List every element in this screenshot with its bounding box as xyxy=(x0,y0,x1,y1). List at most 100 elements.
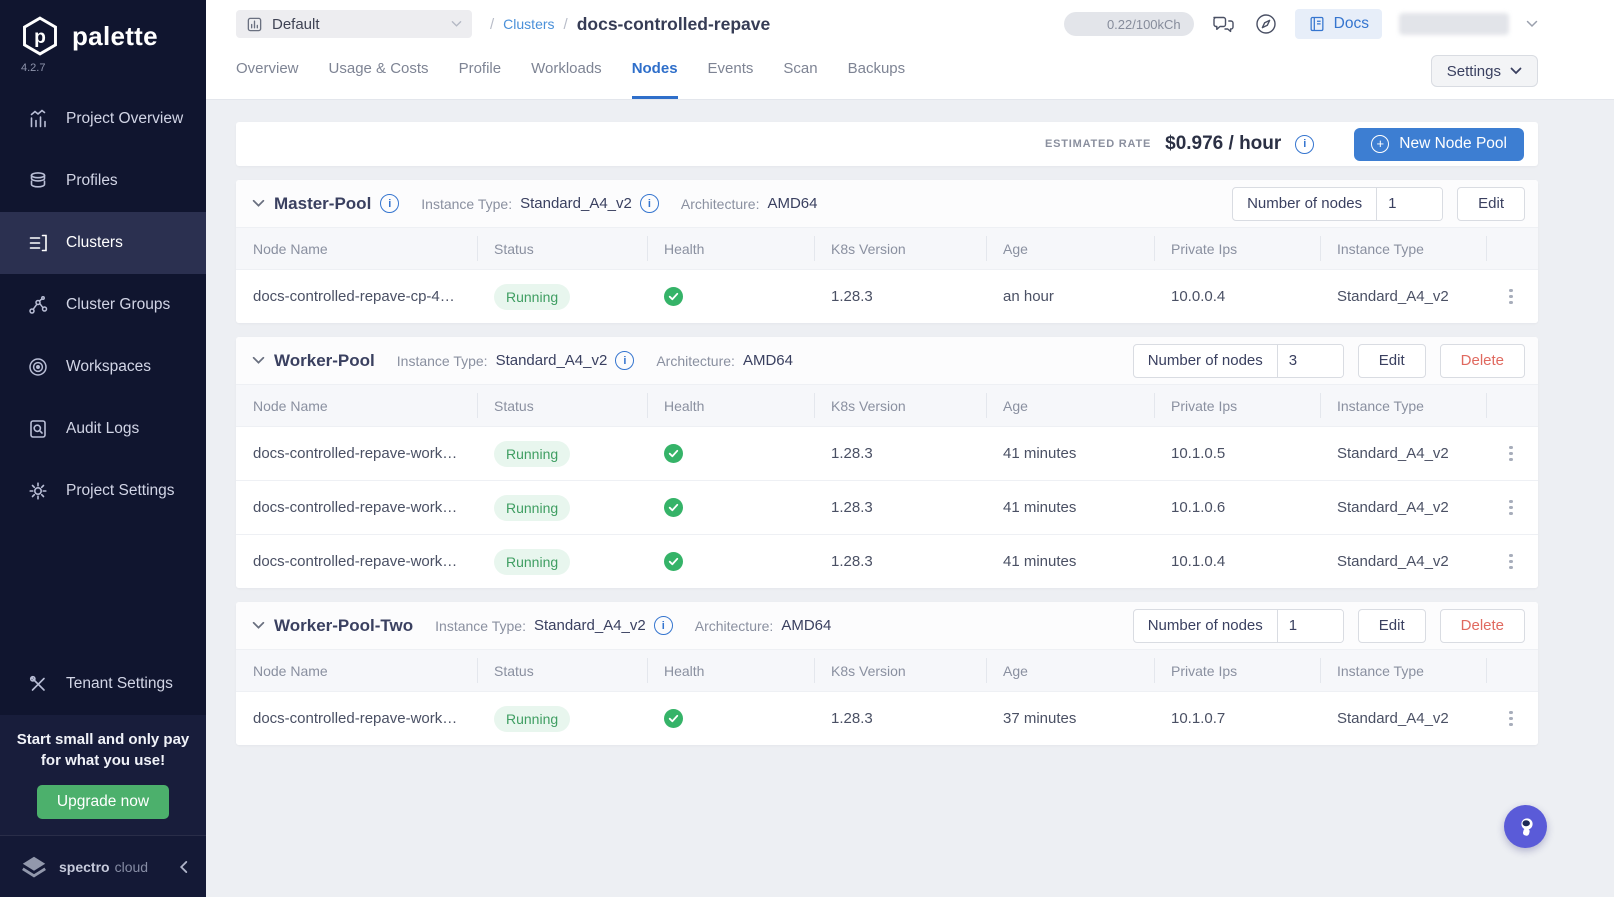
upgrade-now-button[interactable]: Upgrade now xyxy=(36,785,170,819)
number-of-nodes-input[interactable] xyxy=(1276,609,1343,642)
sidebar-item-label: Profiles xyxy=(66,172,118,189)
info-icon[interactable]: i xyxy=(615,351,635,370)
age-cell: 41 minutes xyxy=(1003,499,1077,516)
k8s-version-cell: 1.28.3 xyxy=(831,288,873,305)
info-icon[interactable]: i xyxy=(639,194,659,213)
kebab-menu-icon[interactable] xyxy=(1503,548,1519,575)
private-ip-cell: 10.1.0.5 xyxy=(1171,445,1226,462)
cluster-tabs: Overview Usage & Costs Profile Workloads… xyxy=(236,43,1538,99)
settings-button-label: Settings xyxy=(1446,62,1501,80)
age-cell: an hour xyxy=(1003,288,1054,305)
chevron-down-icon[interactable] xyxy=(1526,20,1538,28)
pools-container: Master-Pool i Instance Type: Standard_A4… xyxy=(236,180,1614,745)
audit-logs-icon xyxy=(27,418,49,440)
delete-pool-button[interactable]: Delete xyxy=(1439,343,1525,378)
tab-nodes[interactable]: Nodes xyxy=(631,43,678,99)
info-icon[interactable]: i xyxy=(653,616,673,635)
edit-pool-button[interactable]: Edit xyxy=(1457,186,1525,221)
edit-pool-button[interactable]: Edit xyxy=(1357,343,1426,378)
new-node-pool-button[interactable]: + New Node Pool xyxy=(1354,127,1524,161)
pool-header: Master-Pool i Instance Type: Standard_A4… xyxy=(236,180,1538,227)
tab-events[interactable]: Events xyxy=(707,60,754,77)
collapse-pool-chevron-icon[interactable] xyxy=(252,199,265,208)
status-cell: Running xyxy=(477,283,647,310)
cluster-settings-button[interactable]: Settings xyxy=(1430,55,1538,87)
column-header-node-name: Node Name xyxy=(253,240,328,257)
tab-workloads[interactable]: Workloads xyxy=(531,60,602,77)
k8s-version-cell: 1.28.3 xyxy=(831,499,873,516)
number-of-nodes-label: Number of nodes xyxy=(1147,617,1263,634)
breadcrumb-clusters-link[interactable]: Clusters xyxy=(503,16,555,32)
usage-counter-pill: 0.22/100kCh xyxy=(1063,12,1194,36)
sidebar-item-label: Project Overview xyxy=(66,110,184,127)
health-cell xyxy=(647,552,814,571)
sidebar-item-audit-logs[interactable]: Audit Logs xyxy=(0,398,206,460)
user-menu-blurred[interactable] xyxy=(1399,13,1509,35)
row-actions-cell xyxy=(1486,283,1538,310)
kebab-menu-icon[interactable] xyxy=(1503,440,1519,467)
node-row: docs-controlled-repave-cp-4… Running 1.2… xyxy=(236,269,1538,323)
tab-profile[interactable]: Profile xyxy=(458,60,502,77)
health-cell xyxy=(647,498,814,517)
assistant-fab-button[interactable] xyxy=(1504,805,1547,848)
project-selector[interactable]: Default xyxy=(236,10,472,38)
collapse-pool-chevron-icon[interactable] xyxy=(252,356,265,365)
node-table-rows: docs-controlled-repave-work… Running 1.2… xyxy=(236,426,1538,588)
sidebar-item-label: Tenant Settings xyxy=(66,674,173,692)
network-icon xyxy=(27,294,49,316)
column-header-k8s-version: K8s Version xyxy=(814,228,986,269)
docs-button[interactable]: Docs xyxy=(1294,9,1382,39)
health-check-icon xyxy=(664,552,683,571)
astronaut-icon xyxy=(1514,815,1538,839)
sidebar-footer: spectro cloud xyxy=(0,835,206,897)
node-table-rows: docs-controlled-repave-work… Running 1.2… xyxy=(236,691,1538,745)
kebab-menu-icon[interactable] xyxy=(1503,705,1519,732)
info-icon[interactable]: i xyxy=(1295,134,1315,154)
pool-master-pool: Master-Pool i Instance Type: Standard_A4… xyxy=(236,180,1538,323)
number-of-nodes-input[interactable] xyxy=(1276,344,1343,377)
feedback-chat-icon[interactable] xyxy=(1211,13,1237,35)
kebab-menu-icon[interactable] xyxy=(1503,494,1519,521)
nodes-content: ESTIMATED RATE $0.976 / hour i + New Nod… xyxy=(206,100,1614,745)
node-table-header: Node Name Status Health K8s Version Age Priva… xyxy=(236,227,1538,269)
sidebar-item-tenant-settings[interactable]: Tenant Settings xyxy=(0,653,206,715)
tab-overview[interactable]: Overview xyxy=(236,60,299,77)
sidebar-item-clusters[interactable]: Clusters xyxy=(0,212,206,274)
number-of-nodes-group: Number of nodes xyxy=(1132,343,1344,378)
promo-line-2: for what you use! xyxy=(40,752,166,770)
tools-icon xyxy=(27,673,49,695)
collapse-sidebar-icon[interactable] xyxy=(179,860,188,874)
pool-worker-pool-two: Worker-Pool-Two i Instance Type: Standar… xyxy=(236,602,1538,745)
info-icon[interactable]: i xyxy=(380,194,400,213)
tab-usage-costs[interactable]: Usage & Costs xyxy=(328,60,429,77)
logo-text: palette xyxy=(72,20,158,51)
sidebar-item-workspaces[interactable]: Workspaces xyxy=(0,336,206,398)
sidebar-item-project-settings[interactable]: Project Settings xyxy=(0,460,206,522)
number-of-nodes-input[interactable] xyxy=(1376,187,1443,220)
breadcrumb-separator: / xyxy=(490,15,495,33)
status-cell: Running xyxy=(477,440,647,467)
instance-type-cell: Standard_A4_v2 xyxy=(1337,288,1449,305)
collapse-pool-chevron-icon[interactable] xyxy=(252,621,265,630)
instance-type-value: Standard_A4_v2 xyxy=(495,352,608,369)
private-ip-cell: 10.0.0.4 xyxy=(1171,288,1226,305)
column-header-k8s-version: K8s Version xyxy=(814,385,986,426)
age-cell: 37 minutes xyxy=(1003,710,1077,727)
k8s-version-cell: 1.28.3 xyxy=(831,553,873,570)
status-badge: Running xyxy=(494,705,571,732)
sidebar-item-cluster-groups[interactable]: Cluster Groups xyxy=(0,274,206,336)
instance-type-label: Instance Type: xyxy=(435,617,526,634)
delete-pool-button[interactable]: Delete xyxy=(1439,608,1525,643)
sidebar-item-project-overview[interactable]: Project Overview xyxy=(0,88,206,150)
age-cell: 41 minutes xyxy=(1003,553,1077,570)
edit-pool-button[interactable]: Edit xyxy=(1357,608,1426,643)
tab-scan[interactable]: Scan xyxy=(783,60,818,77)
kebab-menu-icon[interactable] xyxy=(1503,283,1519,310)
sidebar-item-profiles[interactable]: Profiles xyxy=(0,150,206,212)
clusters-icon xyxy=(27,232,49,254)
column-header-health: Health xyxy=(647,385,814,426)
architecture-label: Architecture: xyxy=(680,195,760,212)
instance-type-cell: Standard_A4_v2 xyxy=(1337,710,1449,727)
tab-backups[interactable]: Backups xyxy=(847,60,906,77)
explore-compass-icon[interactable] xyxy=(1254,12,1278,36)
